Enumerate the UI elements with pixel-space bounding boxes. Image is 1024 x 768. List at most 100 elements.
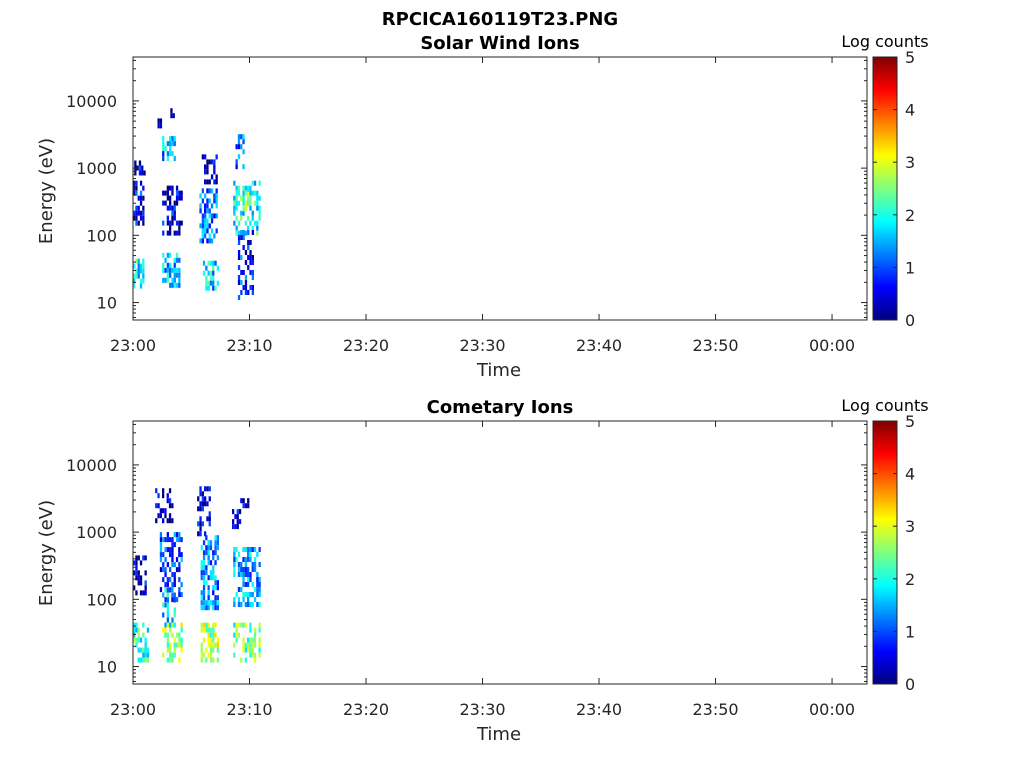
colorbar: 0 1 2 3 4 5 [872, 48, 915, 330]
heatmap-cell [214, 622, 217, 628]
heatmap-cell [144, 647, 147, 653]
heatmap-cell [169, 200, 172, 206]
heatmap-cell [142, 210, 145, 216]
heatmap-cell [172, 113, 175, 119]
heatmap-cell [238, 519, 242, 525]
heatmap-cell [171, 277, 174, 283]
heatmap-cell [178, 267, 181, 273]
heatmap-cell [201, 491, 204, 497]
heatmap-cell [171, 592, 174, 598]
heatmap-cell [178, 562, 181, 568]
heatmap-cell [180, 622, 183, 628]
heatmap-cell [258, 210, 261, 216]
heatmap-cell [169, 577, 172, 583]
heatmap-cell [213, 213, 216, 219]
heatmap-cell [206, 223, 209, 229]
heatmap-cell [169, 537, 172, 543]
heatmap-cell [244, 230, 247, 236]
heatmap-cell [242, 597, 245, 602]
heatmap-cell [137, 555, 140, 561]
heatmap-cell [215, 193, 218, 199]
heatmap-cell [133, 278, 136, 284]
heatmap-cell [164, 190, 167, 196]
heatmap-cell [205, 565, 208, 571]
heatmap-cell [204, 233, 207, 239]
heatmap-block [233, 622, 261, 663]
heatmap-cell [206, 228, 209, 234]
heatmap-cell [247, 647, 250, 653]
heatmap-cell [180, 642, 183, 648]
heatmap-cell [139, 200, 143, 206]
heatmap-cell [251, 642, 254, 648]
heatmap-cell [207, 585, 210, 591]
heatmap-cell [142, 185, 145, 191]
heatmap-cell [206, 501, 209, 507]
heatmap-cell [249, 205, 252, 211]
heatmap-cell [208, 188, 211, 194]
heatmap-cell [212, 565, 215, 571]
heatmap-cell [207, 627, 210, 633]
heatmap-cell [237, 240, 241, 245]
heatmap-cell [212, 605, 215, 611]
heatmap-cell [159, 118, 163, 124]
heatmap-block [197, 486, 211, 537]
heatmap-cell [166, 612, 169, 618]
heatmap-cell [249, 602, 252, 607]
heatmap-cell [214, 600, 217, 606]
heatmap-cell [139, 215, 143, 221]
heatmap-cell [180, 557, 183, 563]
heatmap-cell [253, 652, 257, 658]
heatmap-cell [212, 280, 215, 286]
heatmap-cell [206, 169, 209, 175]
heatmap-cell [200, 565, 203, 571]
heatmap-cell [206, 179, 209, 185]
heatmap-cell [164, 582, 167, 588]
heatmap-cell [256, 195, 259, 201]
heatmap-cell [162, 488, 165, 494]
heatmap-cell [144, 642, 147, 648]
heatmap-cell [251, 230, 254, 235]
heatmap-cell [162, 493, 165, 499]
heatmap-cell [137, 195, 140, 201]
heatmap-cell [162, 136, 165, 142]
heatmap-cell [169, 225, 172, 231]
heatmap-cell [142, 555, 145, 561]
heatmap-cell [199, 521, 202, 527]
heatmap-cell [202, 260, 206, 266]
heatmap-cell [247, 185, 250, 191]
heatmap-cell [133, 210, 136, 216]
heatmap-cell [244, 547, 247, 552]
heatmap-cell [170, 113, 173, 119]
heatmap-cell [256, 200, 259, 206]
heatmap-cell [249, 647, 252, 653]
heatmap-cell [240, 602, 243, 607]
heatmap-cell [200, 570, 203, 576]
heatmap-cell [215, 179, 218, 185]
heatmap-cell [135, 180, 138, 186]
heatmap-cell [200, 560, 203, 566]
heatmap-cell [206, 238, 209, 244]
heatmap-cell [164, 257, 167, 263]
heatmap-cell [201, 506, 204, 512]
colorbar-tick-label: 4 [905, 465, 915, 484]
heatmap-cell [133, 622, 136, 628]
heatmap-cell [142, 278, 145, 284]
heatmap-cell [251, 180, 254, 186]
heatmap-cell [133, 190, 136, 196]
heatmap-cell [251, 592, 254, 597]
heatmap-cell [205, 545, 208, 551]
heatmap-block [199, 188, 218, 244]
heatmap-cell [233, 552, 236, 557]
heatmap-cell [253, 657, 257, 663]
heatmap-cell [171, 136, 174, 142]
heatmap-cell [249, 200, 252, 206]
heatmap-cell [242, 547, 245, 552]
heatmap-cell [201, 223, 204, 229]
heatmap-cell [200, 600, 203, 606]
heatmap-cell [175, 557, 179, 563]
heatmap-cell [216, 637, 219, 643]
heatmap-cell [171, 185, 174, 191]
heatmap-cell [242, 200, 245, 206]
heatmap-cell [233, 567, 236, 572]
heatmap-cell [135, 210, 138, 216]
